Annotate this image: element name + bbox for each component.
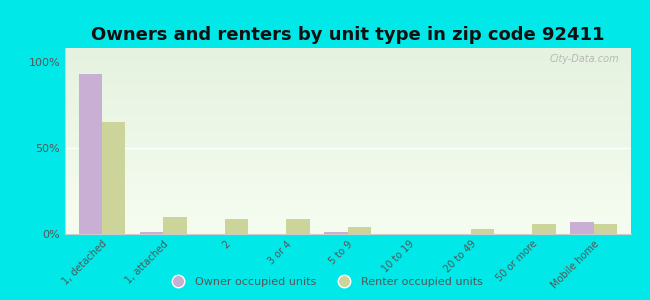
Bar (324, 232, 348, 234)
Bar (225, 218, 248, 234)
Legend: Owner occupied units, Renter occupied units: Owner occupied units, Renter occupied un… (163, 273, 487, 291)
Bar (102, 122, 125, 234)
Bar (348, 227, 371, 234)
Bar (532, 224, 556, 234)
Bar (286, 218, 309, 234)
Bar (570, 222, 593, 234)
Bar (593, 224, 617, 234)
Bar (79, 74, 102, 234)
Text: City-Data.com: City-Data.com (549, 54, 619, 64)
Bar (471, 229, 494, 234)
Title: Owners and renters by unit type in zip code 92411: Owners and renters by unit type in zip c… (91, 26, 604, 44)
Bar (140, 232, 163, 234)
Bar (163, 217, 187, 234)
